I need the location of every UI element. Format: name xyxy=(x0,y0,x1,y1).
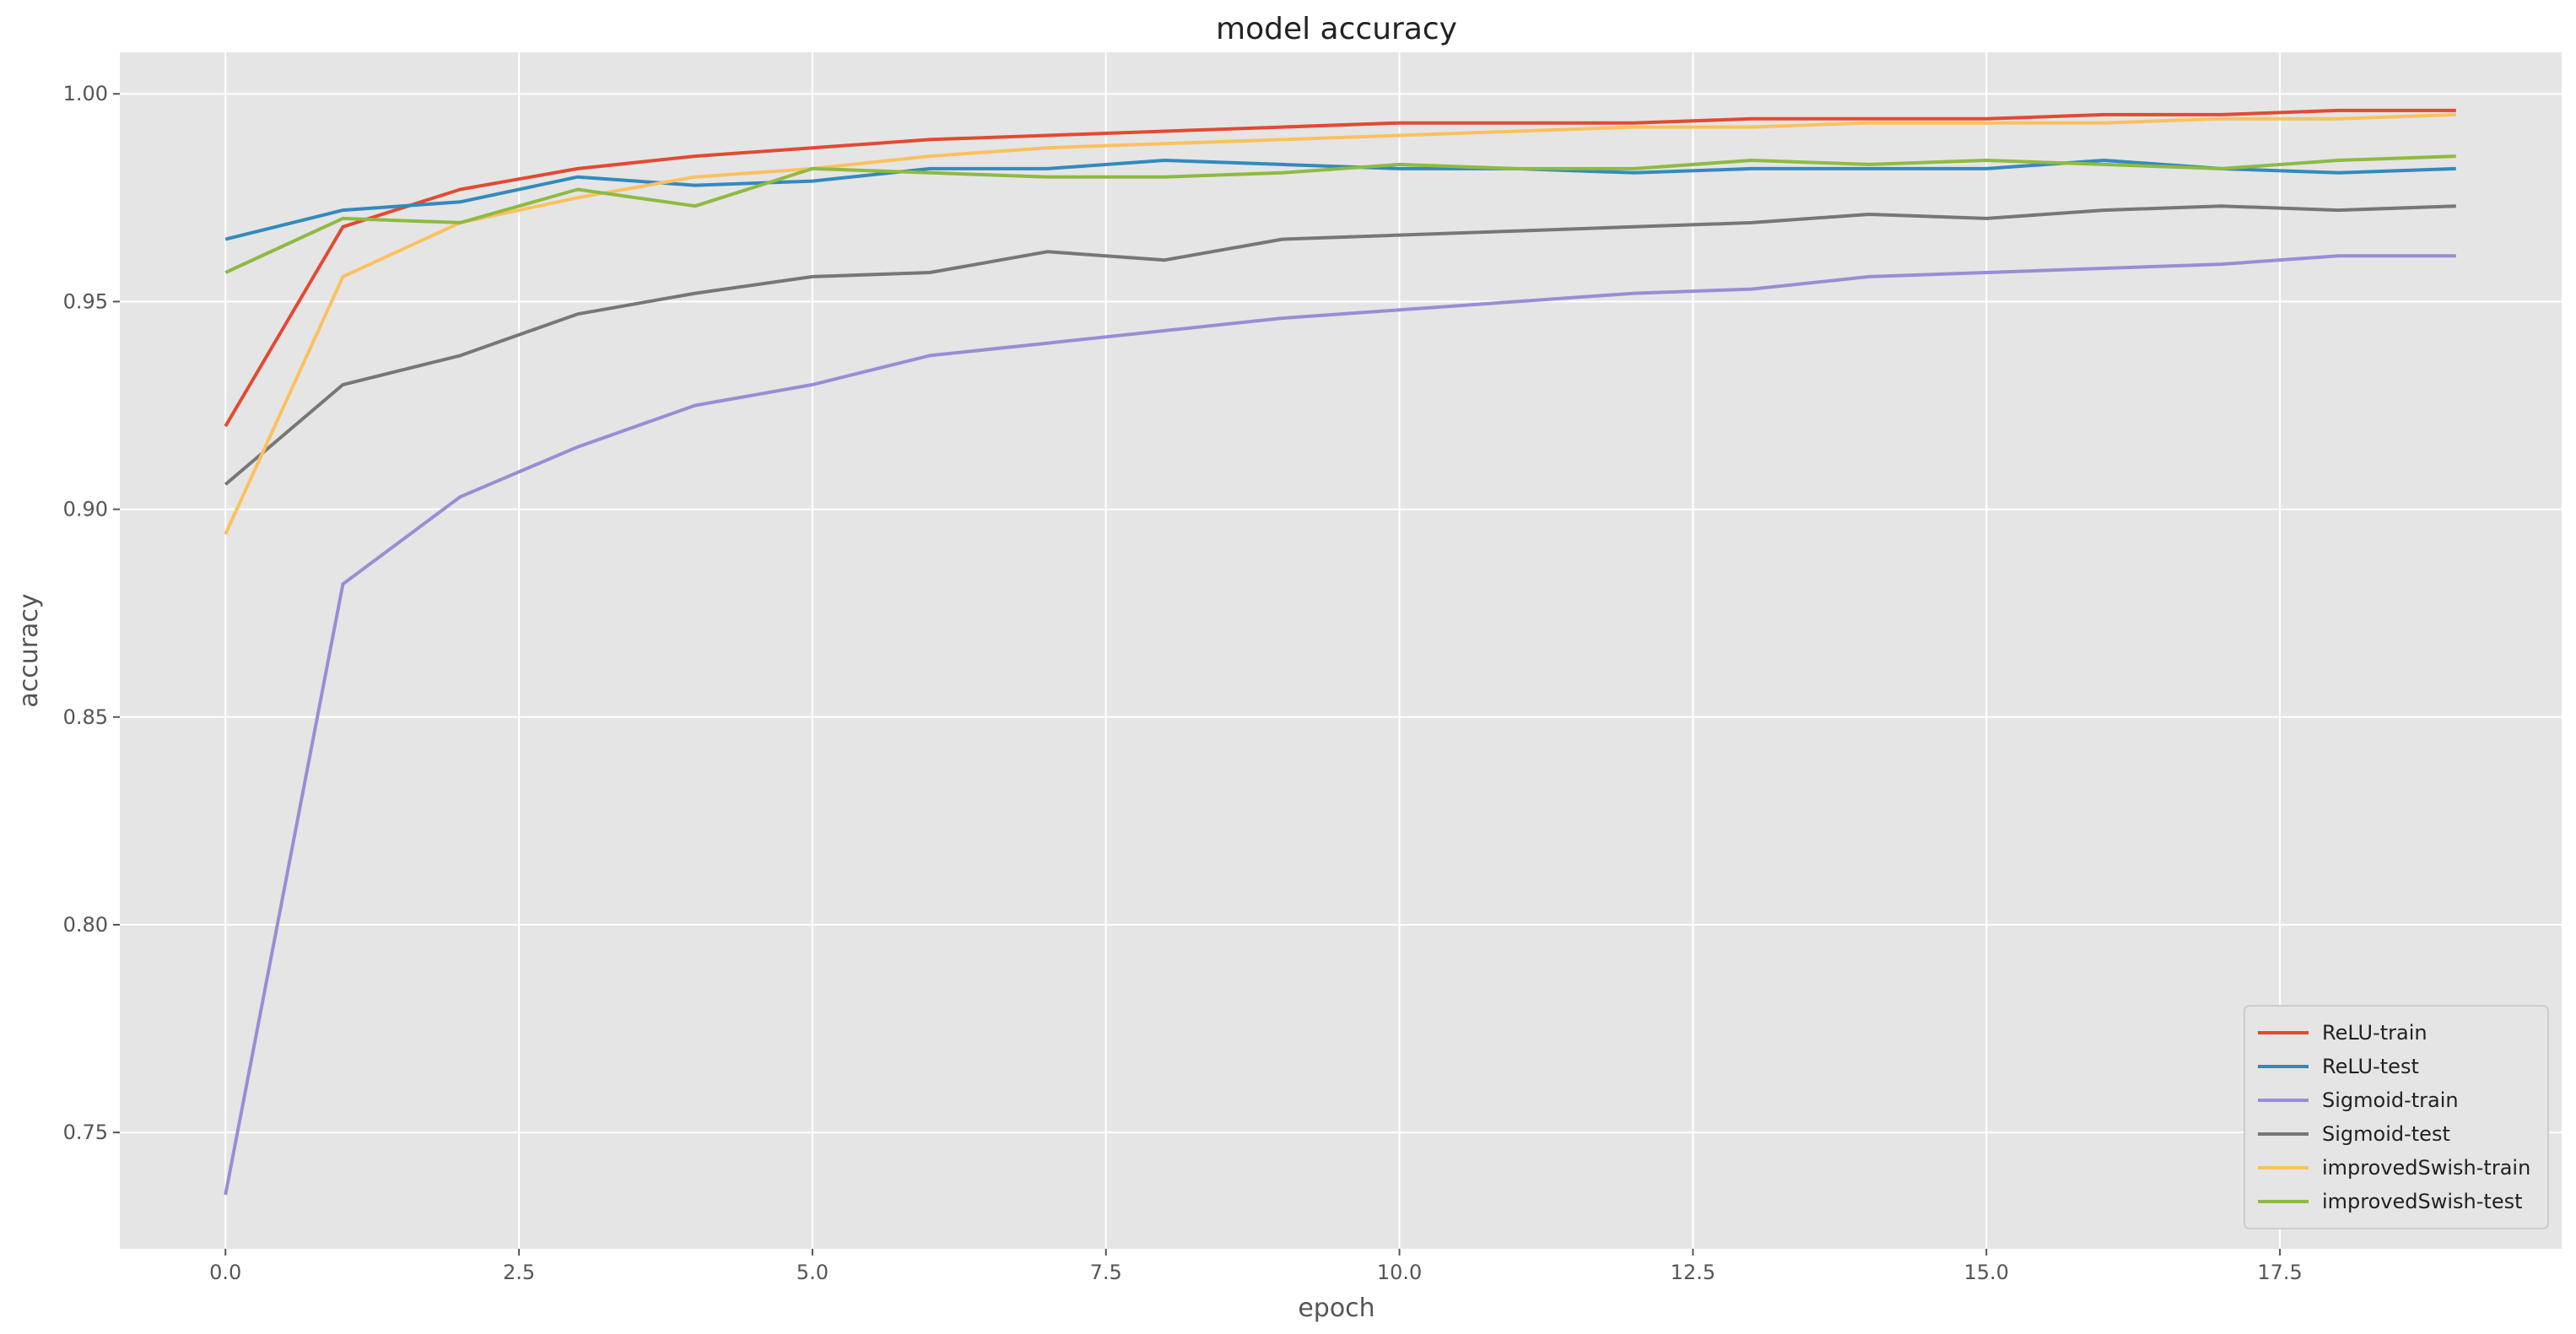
x-tick-label: 2.5 xyxy=(503,1261,535,1284)
chart-title: model accuracy xyxy=(1216,12,1457,46)
legend-box xyxy=(2244,1005,2549,1229)
y-tick-label: 0.80 xyxy=(63,913,108,937)
y-tick-label: 1.00 xyxy=(63,82,108,105)
legend-label-sigmoid-test: Sigmoid-test xyxy=(2322,1122,2450,1146)
y-tick-label: 0.95 xyxy=(63,289,108,313)
y-axis-ticks: 0.75 0.80 0.85 0.90 0.95 1.00 xyxy=(63,82,120,1144)
legend-label-improvedswish-test: improvedSwish-test xyxy=(2322,1190,2523,1213)
series-lines xyxy=(224,108,2456,1196)
series-line-sigmoid-train xyxy=(224,254,2456,1196)
series-line-improvedswish-test xyxy=(224,154,2456,274)
y-axis-label: accuracy xyxy=(14,593,44,707)
legend-label-sigmoid-train: Sigmoid-train xyxy=(2322,1088,2459,1112)
series-line-relu-train xyxy=(224,108,2456,428)
plot-area xyxy=(120,52,2562,1249)
series-line-relu-test xyxy=(224,159,2456,241)
legend-label-relu-train: ReLU-train xyxy=(2322,1021,2427,1045)
legend-label-improvedswish-train: improvedSwish-train xyxy=(2322,1156,2530,1180)
x-tick-label: 15.0 xyxy=(1964,1261,2009,1284)
legend: ReLU-train ReLU-test Sigmoid-train Sigmoid-… xyxy=(2244,1005,2549,1229)
y-tick-label: 0.90 xyxy=(63,498,108,521)
x-axis-ticks: 0.0 2.5 5.0 7.5 10.0 12.5 15.0 17.5 xyxy=(209,1249,2303,1284)
x-tick-label: 0.0 xyxy=(209,1261,241,1284)
y-tick-label: 0.75 xyxy=(63,1121,108,1144)
y-tick-label: 0.85 xyxy=(63,705,108,729)
x-tick-label: 12.5 xyxy=(1671,1261,1715,1284)
x-axis-label: epoch xyxy=(1298,1293,1374,1323)
x-tick-label: 10.0 xyxy=(1377,1261,1422,1284)
series-line-sigmoid-test xyxy=(224,204,2456,486)
x-tick-label: 17.5 xyxy=(2257,1261,2302,1284)
x-tick-label: 7.5 xyxy=(1090,1261,1122,1284)
grid xyxy=(120,52,2562,1249)
legend-label-relu-test: ReLU-test xyxy=(2322,1055,2419,1078)
x-tick-label: 5.0 xyxy=(797,1261,829,1284)
series-line-improvedswish-train xyxy=(224,112,2456,535)
